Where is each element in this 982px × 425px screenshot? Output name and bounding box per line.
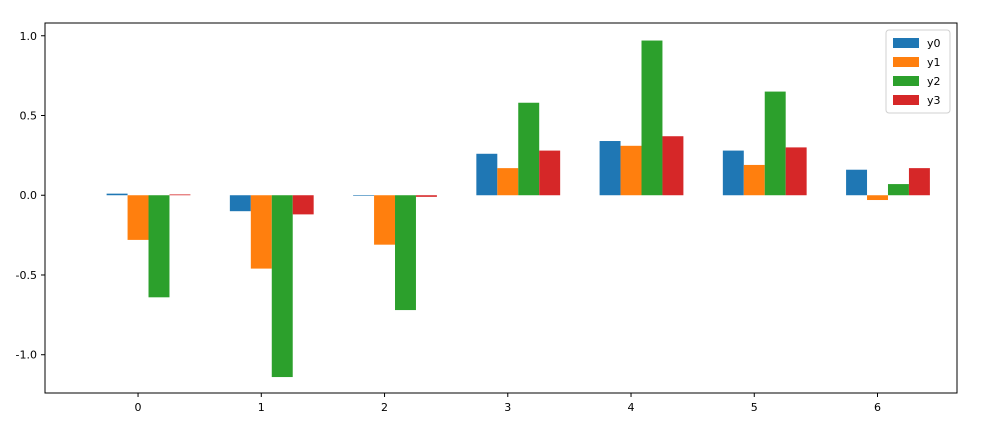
bar-y3-4 [662, 136, 684, 196]
bar-y3-6 [908, 168, 930, 196]
bar-y3-0 [169, 194, 191, 196]
bar-y0-0 [106, 193, 128, 196]
bar-y1-4 [620, 145, 642, 196]
legend-label-y1: y1 [927, 56, 941, 69]
bar-y3-1 [292, 195, 314, 215]
legend-swatch-y1 [893, 57, 919, 67]
y-tick-label: 1.0 [20, 30, 38, 43]
legend-swatch-y3 [893, 95, 919, 105]
bar-y1-0 [127, 195, 149, 240]
legend-label-y3: y3 [927, 94, 941, 107]
bar-y2-5 [764, 91, 786, 196]
x-tick-label: 4 [628, 401, 635, 414]
bar-y0-1 [229, 195, 251, 212]
y-tick-label: -1.0 [16, 349, 37, 362]
x-tick-label: 6 [874, 401, 881, 414]
legend-swatch-y2 [893, 76, 919, 86]
bar-y3-5 [785, 147, 807, 196]
y-axis: 1.0 0.5 0.0 -0.5 -1.0 [16, 30, 45, 362]
bar-y0-6 [846, 169, 868, 196]
bar-y1-6 [867, 195, 888, 201]
bar-y2-6 [887, 184, 909, 196]
bar-y1-2 [374, 195, 396, 245]
bars-layer [106, 40, 930, 378]
x-tick-label: 0 [135, 401, 142, 414]
bar-y3-2 [415, 195, 437, 197]
y-tick-label: 0.0 [20, 189, 38, 202]
bar-y0-4 [599, 141, 621, 196]
bar-y2-2 [395, 195, 416, 311]
y-tick-label: 0.5 [20, 110, 38, 123]
legend-label-y0: y0 [927, 37, 941, 50]
x-tick-label: 3 [504, 401, 511, 414]
bar-y0-2 [353, 195, 375, 196]
x-tick-label: 2 [381, 401, 388, 414]
bar-y0-5 [722, 150, 744, 196]
bar-y1-5 [743, 164, 765, 196]
y-tick-label: -0.5 [16, 269, 37, 282]
bar-y2-4 [641, 40, 663, 196]
bar-y1-1 [250, 195, 272, 269]
bar-y3-3 [539, 150, 561, 196]
legend: y0 y1 y2 y3 [885, 29, 951, 114]
legend-label-y2: y2 [927, 75, 941, 88]
legend-box [885, 29, 951, 114]
x-tick-label: 1 [258, 401, 265, 414]
bar-y2-3 [518, 102, 540, 196]
bar-y0-3 [476, 153, 498, 196]
bar-y2-1 [271, 195, 293, 378]
legend-swatch-y0 [893, 38, 919, 48]
bar-y2-0 [148, 195, 170, 298]
x-axis: 0 1 2 3 4 5 6 [135, 393, 881, 414]
plot-frame [44, 22, 958, 394]
x-tick-label: 5 [751, 401, 758, 414]
bar-y1-3 [497, 168, 519, 196]
